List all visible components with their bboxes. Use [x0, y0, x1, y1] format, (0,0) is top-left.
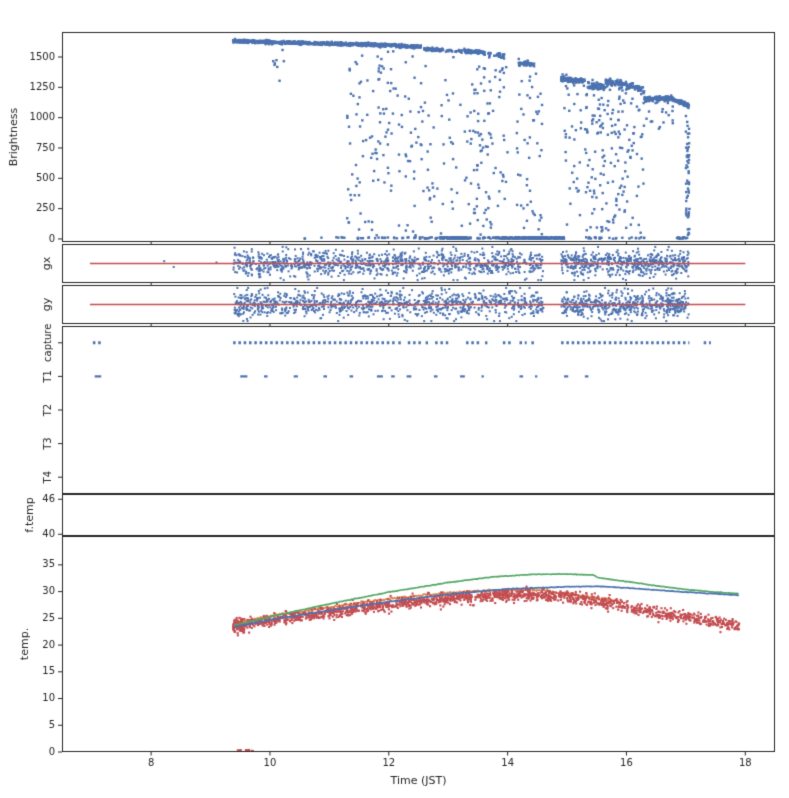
figure: Flare Telescope Observation Status: 2022…	[0, 0, 789, 798]
observation-status-chart	[0, 0, 789, 798]
